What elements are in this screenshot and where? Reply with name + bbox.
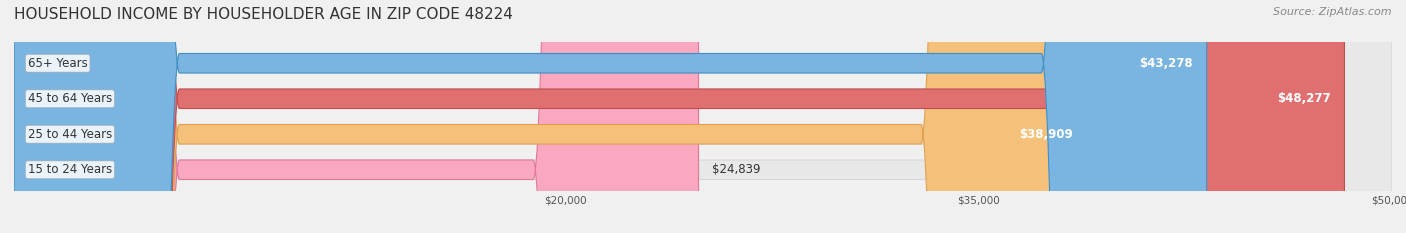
Text: $38,909: $38,909 xyxy=(1019,128,1073,141)
FancyBboxPatch shape xyxy=(14,0,1392,233)
FancyBboxPatch shape xyxy=(14,0,1087,233)
Text: HOUSEHOLD INCOME BY HOUSEHOLDER AGE IN ZIP CODE 48224: HOUSEHOLD INCOME BY HOUSEHOLDER AGE IN Z… xyxy=(14,7,513,22)
FancyBboxPatch shape xyxy=(14,0,1392,233)
Text: 65+ Years: 65+ Years xyxy=(28,57,87,70)
FancyBboxPatch shape xyxy=(14,0,1206,233)
FancyBboxPatch shape xyxy=(14,0,1392,233)
FancyBboxPatch shape xyxy=(14,0,699,233)
Text: 25 to 44 Years: 25 to 44 Years xyxy=(28,128,112,141)
Text: Source: ZipAtlas.com: Source: ZipAtlas.com xyxy=(1274,7,1392,17)
Text: $43,278: $43,278 xyxy=(1139,57,1192,70)
FancyBboxPatch shape xyxy=(14,0,1344,233)
Text: 15 to 24 Years: 15 to 24 Years xyxy=(28,163,112,176)
Text: $24,839: $24,839 xyxy=(713,163,761,176)
Text: 45 to 64 Years: 45 to 64 Years xyxy=(28,92,112,105)
Text: $48,277: $48,277 xyxy=(1277,92,1330,105)
FancyBboxPatch shape xyxy=(14,0,1392,233)
